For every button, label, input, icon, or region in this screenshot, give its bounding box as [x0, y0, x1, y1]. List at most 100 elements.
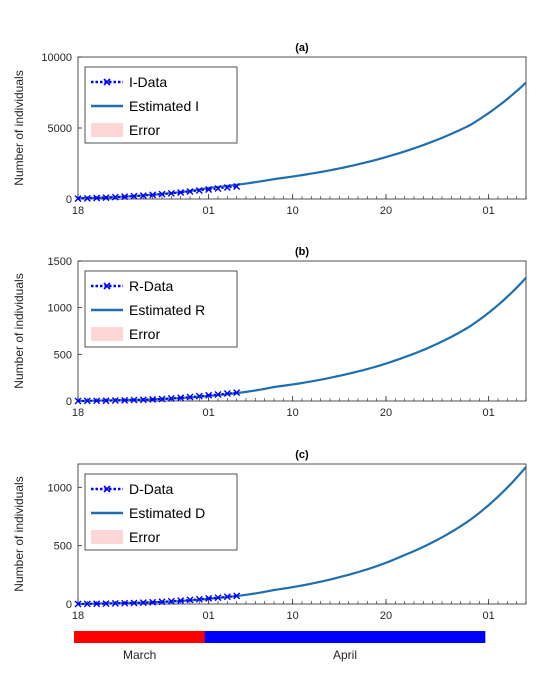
data-point: [130, 396, 138, 404]
legend-data-marker: [103, 485, 111, 493]
legend-label: D-Data: [129, 481, 174, 497]
data-point: [233, 592, 241, 600]
y-tick-label: 500: [54, 349, 72, 361]
panel-1: (a) 0 5000 10000 Number of individuals 18 01 10…: [12, 42, 527, 217]
legend-label: Error: [129, 326, 160, 342]
month-bars: March April: [74, 631, 486, 662]
y-tick-label: 1000: [48, 482, 72, 494]
data-point: [102, 600, 110, 608]
data-point: [195, 186, 203, 194]
y-axis-label: Number of individuals: [12, 273, 26, 388]
x-tick-label: 10: [287, 205, 299, 217]
legend-label: I-Data: [129, 74, 167, 90]
y-tick-label: 0: [66, 599, 72, 611]
data-point: [83, 397, 91, 405]
data-point: [167, 189, 175, 197]
data-point: [102, 194, 110, 202]
x-tick-label: 10: [287, 407, 299, 419]
legend-label: Error: [129, 529, 160, 545]
data-point: [102, 397, 110, 405]
panel-3: (c) 0 500 1000 Number of individuals 18 01 10 20…: [12, 449, 527, 622]
x-tick-label: 18: [72, 610, 84, 622]
data-point: [139, 396, 147, 404]
data-point: [139, 599, 147, 607]
x-tick-label: 01: [483, 610, 495, 622]
data-point: [111, 193, 119, 201]
data-point: [214, 390, 222, 398]
legend-label: Estimated D: [129, 505, 205, 521]
data-point: [121, 599, 129, 607]
data-point: [149, 395, 157, 403]
data-point: [223, 390, 231, 398]
data-point: [195, 595, 203, 603]
data-point: [177, 188, 185, 196]
data-point: [93, 194, 101, 202]
data-point: [167, 394, 175, 402]
x-tick-label: 01: [203, 407, 215, 419]
data-point: [167, 597, 175, 605]
data-line: [77, 594, 237, 605]
x-tick-label: 18: [72, 407, 84, 419]
legend-data-marker: [103, 282, 111, 290]
data-point: [205, 391, 213, 399]
data-point: [214, 594, 222, 602]
data-point: [139, 192, 147, 200]
x-tick-label: 20: [380, 407, 392, 419]
data-point: [158, 395, 166, 403]
x-tick-label: 20: [380, 205, 392, 217]
data-point: [83, 194, 91, 202]
y-axis-label: Number of individuals: [12, 476, 26, 591]
x-tick-label: 01: [483, 407, 495, 419]
legend-label: R-Data: [129, 278, 174, 294]
month-bar-april: [204, 631, 486, 643]
data-point: [149, 598, 157, 606]
legend-label: Estimated R: [129, 302, 205, 318]
panel-title: (c): [295, 449, 309, 461]
data-point: [130, 599, 138, 607]
legend-data-marker: [103, 78, 111, 86]
y-tick-label: 0: [66, 194, 72, 206]
y-tick-label: 0: [66, 396, 72, 408]
legend-error-swatch: [91, 327, 123, 341]
x-tick-label: 20: [380, 610, 392, 622]
panel-title: (a): [295, 42, 309, 54]
data-point: [177, 394, 185, 402]
panel-title: (b): [295, 246, 309, 258]
data-point: [74, 600, 82, 608]
data-point: [111, 397, 119, 405]
x-tick-label: 01: [483, 205, 495, 217]
data-point: [233, 183, 241, 190]
legend-label: Error: [129, 122, 160, 138]
y-tick-label: 500: [54, 541, 72, 553]
data-point: [186, 393, 194, 401]
data-point: [74, 397, 82, 405]
data-point: [93, 397, 101, 405]
data-point: [121, 396, 129, 404]
data-point: [111, 599, 119, 607]
data-point: [74, 195, 82, 203]
y-axis-label: Number of individuals: [12, 70, 26, 185]
data-point: [158, 598, 166, 606]
data-point: [205, 185, 213, 193]
data-point: [223, 184, 231, 191]
data-point: [233, 389, 241, 397]
data-point: [149, 191, 157, 199]
data-point: [158, 190, 166, 198]
data-point: [223, 593, 231, 601]
x-tick-label: 10: [287, 610, 299, 622]
x-tick-label: 18: [72, 205, 84, 217]
y-tick-label: 1000: [48, 303, 72, 315]
data-line: [77, 391, 237, 402]
data-point: [177, 597, 185, 605]
panel-2: (b) 0 500 1000 1500 Number of individuals 18 01…: [12, 246, 527, 419]
month-label: March: [123, 648, 156, 662]
x-tick-label: 01: [203, 610, 215, 622]
legend-error-swatch: [91, 123, 123, 137]
legend-label: Estimated I: [129, 98, 199, 114]
data-point: [205, 594, 213, 602]
data-point: [93, 600, 101, 608]
x-tick-label: 01: [203, 205, 215, 217]
data-line: [77, 185, 237, 200]
month-bar-march: [74, 631, 206, 643]
